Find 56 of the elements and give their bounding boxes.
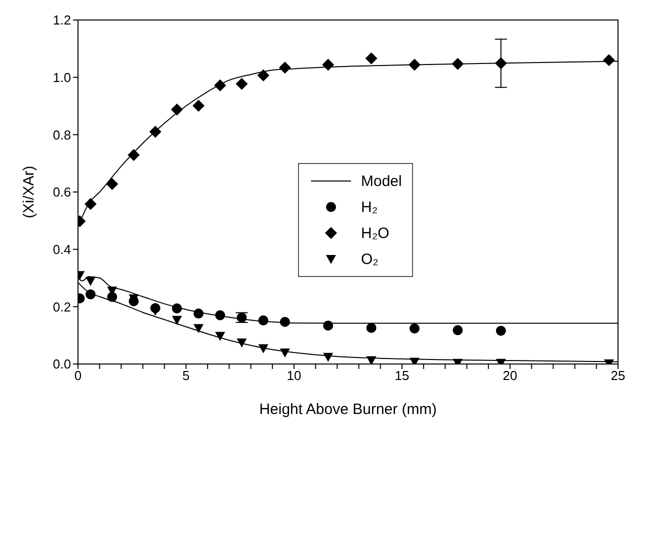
legend-label: Model [361, 172, 402, 190]
x-tick-label: 25 [610, 368, 626, 384]
x-tick-label: 10 [286, 368, 302, 384]
y-tick-label: 1.2 [52, 12, 71, 28]
point [323, 320, 334, 331]
point [192, 100, 205, 112]
legend-label: H₂ [361, 198, 378, 216]
y-tick-label: 0.4 [52, 242, 71, 257]
point [194, 308, 204, 319]
point [280, 348, 290, 358]
point [365, 52, 378, 64]
legend-label: O₂ [361, 250, 378, 268]
point [280, 316, 290, 327]
point [149, 126, 162, 138]
point [172, 303, 182, 314]
point [150, 306, 160, 316]
point [194, 324, 204, 334]
point [258, 315, 268, 326]
point [128, 149, 140, 162]
x-tick-label: 5 [182, 368, 190, 384]
y-tick-label: 1.0 [52, 70, 71, 85]
point [172, 316, 182, 325]
point [408, 58, 421, 71]
point [84, 198, 97, 210]
point [496, 326, 506, 336]
x-axis-title: Height Above Burner (mm) [259, 401, 437, 418]
point [278, 62, 291, 74]
point [86, 276, 96, 286]
point [257, 69, 270, 82]
point [106, 178, 118, 190]
point [215, 332, 226, 341]
point [170, 103, 183, 116]
point [602, 54, 615, 66]
point [494, 57, 507, 70]
point [236, 78, 248, 90]
point [410, 323, 420, 334]
point [215, 310, 226, 320]
y-tick-label: 0.8 [52, 127, 71, 142]
y-axis-title: (Xi/XAr) [20, 166, 38, 218]
point [366, 322, 376, 333]
point [86, 289, 96, 300]
y-tick-label: 0.6 [52, 184, 71, 200]
point [214, 79, 226, 92]
point [236, 338, 247, 348]
y-tick-label: 0.0 [52, 356, 71, 372]
x-tick-label: 15 [394, 368, 410, 384]
point [323, 352, 334, 362]
point [322, 58, 334, 71]
legend-label: H₂O [361, 224, 390, 242]
x-tick-label: 20 [502, 368, 518, 384]
x-tick-label: 0 [74, 368, 82, 384]
point [452, 58, 464, 70]
point [452, 325, 463, 336]
y-tick-label: 0.2 [52, 299, 71, 314]
point [258, 344, 268, 354]
point [366, 356, 376, 364]
